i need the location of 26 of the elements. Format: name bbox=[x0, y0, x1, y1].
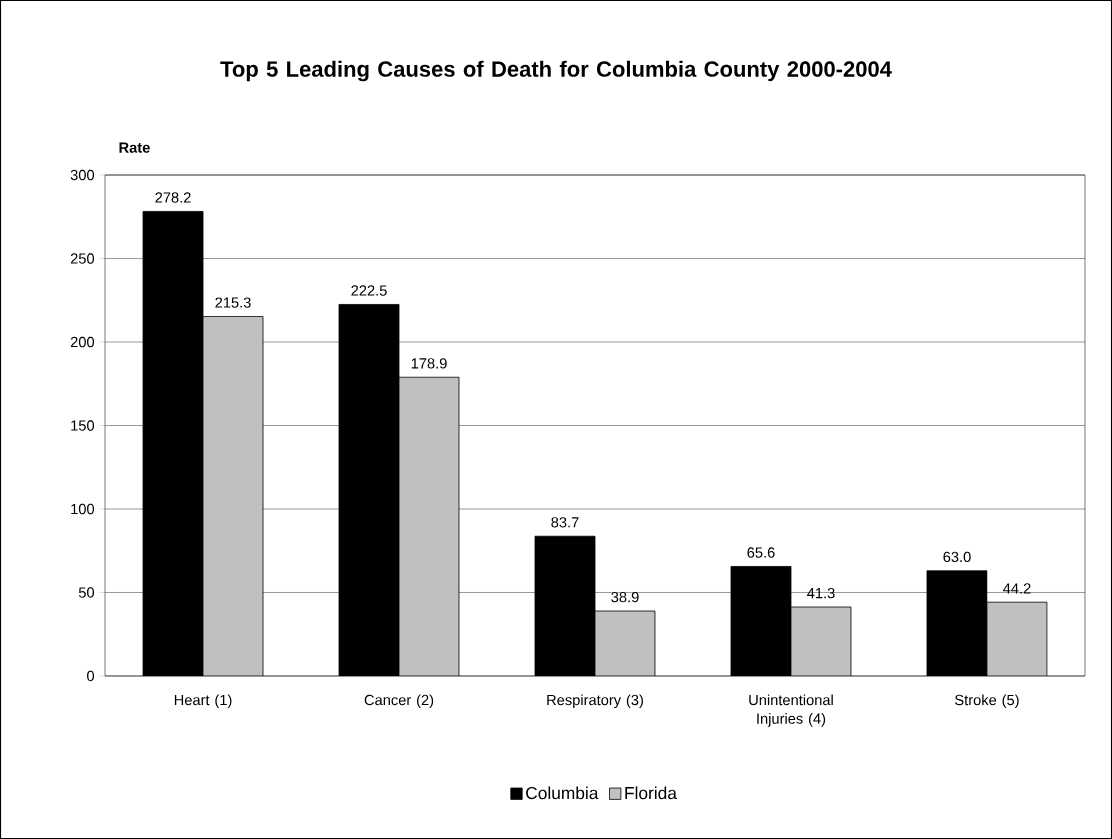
data-label: 38.9 bbox=[611, 591, 639, 603]
data-label: 44.2 bbox=[1003, 583, 1031, 594]
data-label: 215.3 bbox=[215, 297, 251, 308]
y-axis-title: Rate bbox=[119, 142, 150, 153]
y-tick-label: 0 bbox=[87, 670, 95, 682]
data-label: 63.0 bbox=[943, 551, 971, 563]
x-tick-label: Unintentional Injuries (4) bbox=[749, 694, 833, 727]
data-label: 222.5 bbox=[351, 285, 387, 296]
y-tick-label: 300 bbox=[70, 169, 95, 181]
x-tick-label: Respiratory (3) bbox=[547, 694, 643, 709]
data-label: 278.2 bbox=[155, 192, 191, 203]
y-tick-label: 100 bbox=[71, 503, 95, 515]
legend-label: Columbia bbox=[526, 786, 599, 800]
data-label: 178.9 bbox=[411, 358, 447, 369]
data-label: 83.7 bbox=[551, 517, 579, 528]
y-tick-label: 200 bbox=[70, 336, 95, 348]
data-label: 41.3 bbox=[807, 587, 835, 599]
chart-title: Top 5 Leading Causes of Death for Columbia County 2000-2004 bbox=[220, 60, 892, 82]
y-tick-label: 150 bbox=[71, 420, 95, 431]
y-tick-label: 250 bbox=[70, 253, 95, 264]
x-tick-label: Stroke (5) bbox=[955, 694, 1019, 709]
data-label: 65.6 bbox=[747, 547, 775, 558]
legend-label: Florida bbox=[625, 786, 677, 800]
y-tick-label: 50 bbox=[78, 587, 95, 598]
x-tick-label: Cancer (2) bbox=[364, 694, 434, 709]
x-tick-label: Heart (1) bbox=[174, 694, 232, 709]
